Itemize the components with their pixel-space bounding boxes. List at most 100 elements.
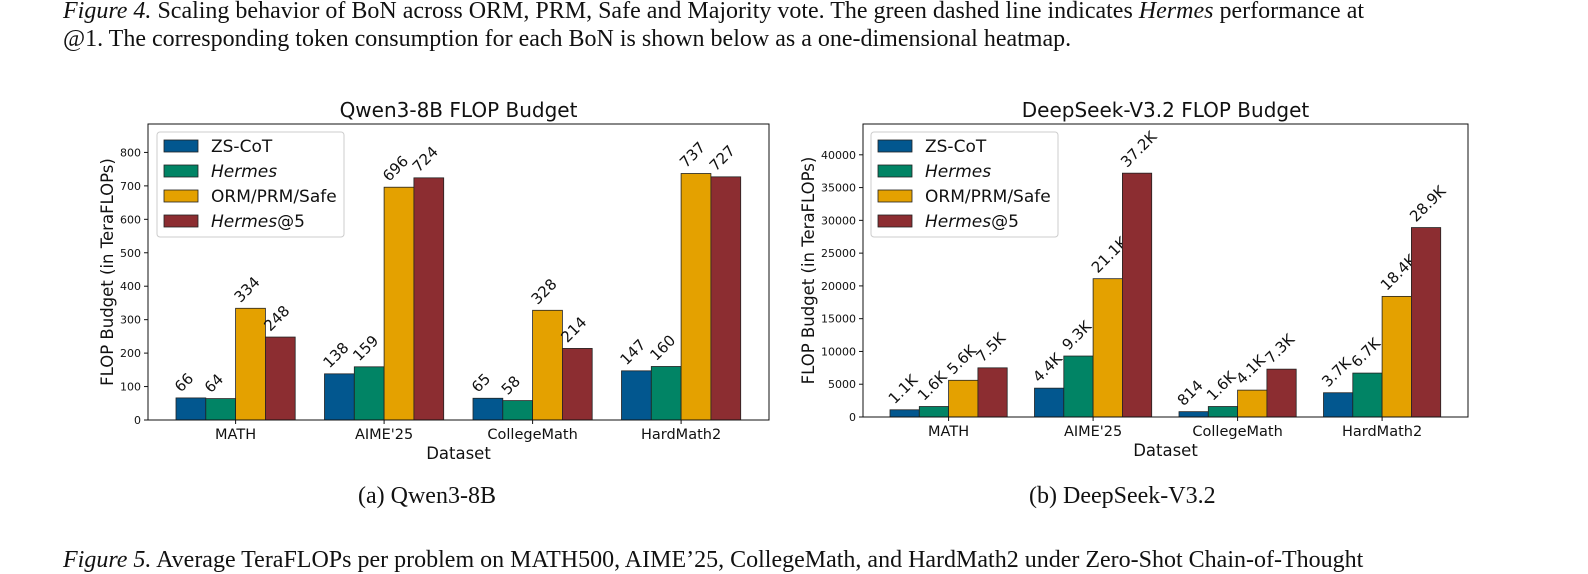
legend-box — [870, 131, 1059, 238]
data-label: 58 — [498, 372, 524, 398]
legend-name: Hermes — [925, 162, 991, 182]
bar-orm-prm-safe-hardmath2 — [680, 173, 712, 421]
legend-swatch-hermes — [163, 164, 199, 178]
data-label: 334 — [231, 273, 264, 306]
bar-hermes-hardmath2 — [650, 366, 682, 421]
x-tick-label: AIME'25 — [355, 427, 413, 443]
bar-hermes-aime-25 — [1063, 355, 1094, 418]
subfigure-a-caption: (a) Qwen3-8B — [358, 483, 496, 509]
data-label: 160 — [646, 331, 679, 364]
bar-orm-prm-safe-collegemath — [532, 309, 563, 421]
y-tick-label: 20000 — [821, 280, 856, 293]
data-label: 65 — [468, 370, 494, 396]
bar-orm-prm-safe-math — [235, 307, 266, 421]
y-axis-label: FLOP Budget (in TeraFLOPs) — [98, 158, 117, 386]
bar-orm-prm-safe-aime-25 — [1092, 278, 1123, 418]
bar-hermes-5-math — [264, 336, 296, 421]
bar-zs-cot-aime-25 — [1034, 387, 1065, 418]
legend-label-orm-prm-safe: ORM/PRM/Safe — [925, 187, 1051, 207]
x-tick-label: CollegeMath — [1192, 424, 1282, 440]
bar-orm-prm-safe-hardmath2 — [1381, 295, 1412, 418]
y-tick-label: 10000 — [821, 345, 856, 358]
y-tick-label: 40000 — [821, 149, 856, 162]
legend-name: ZS-CoT — [211, 137, 273, 157]
y-tick-label: 25000 — [821, 247, 856, 260]
data-label: 138 — [320, 339, 353, 372]
chart-deepseek-v3-2: DeepSeek-V3.2 FLOP Budget 0 5000 10000 15000… — [799, 98, 1469, 460]
bar-zs-cot-aime-25 — [324, 373, 355, 421]
bar-hermes-math — [205, 398, 237, 421]
legend-swatch-hermes — [877, 164, 913, 178]
bar-hermes-aime-25 — [353, 366, 385, 421]
data-label: 737 — [676, 138, 709, 171]
data-label: 814 — [1174, 377, 1207, 410]
data-label: 7.3K — [1262, 330, 1299, 367]
y-axis-label: FLOP Budget (in TeraFLOPs) — [799, 157, 818, 385]
data-label: 328 — [528, 275, 561, 308]
legend-swatch-zs-cot — [163, 139, 199, 153]
figure-4-text-b: performance at — [1213, 0, 1365, 24]
legend-label-hermes: Hermes — [211, 162, 277, 182]
legend-label-hermes-5: Hermes@5 — [925, 212, 1019, 232]
legend: ZS-CoT Hermes ORM/PRM/Safe Hermes@5 — [870, 131, 1059, 238]
figure-4-text-a: Scaling behavior of BoN across ORM, PRM,… — [151, 0, 1139, 24]
bar-hermes-5-aime-25 — [1122, 172, 1153, 418]
y-tick-label: 5000 — [828, 378, 856, 391]
legend-label-zs-cot: ZS-CoT — [211, 137, 273, 157]
data-label: 159 — [349, 332, 382, 365]
y-tick-label: 0 — [849, 411, 856, 424]
plot-frame — [147, 123, 770, 421]
y-tick-label: 500 — [120, 247, 141, 260]
data-label: 28.9K — [1406, 181, 1450, 225]
figure-5-label: Figure 5. — [63, 547, 152, 573]
x-tick-label: MATH — [215, 427, 256, 443]
y-tick-label: 35000 — [821, 182, 856, 195]
bar-hermes-5-collegemath — [562, 348, 593, 421]
data-label: 9.3K — [1059, 316, 1096, 353]
bar-hermes-math — [918, 406, 949, 418]
bar-zs-cot-math — [889, 409, 920, 418]
bar-hermes-5-hardmath2 — [1411, 227, 1442, 418]
legend-name: ZS-CoT — [925, 137, 987, 157]
figure-4-caption: Figure 4. Scaling behavior of BoN across… — [63, 0, 1543, 53]
data-label: 4.4K — [1029, 349, 1066, 386]
data-label: 147 — [617, 336, 650, 369]
legend-label-hermes: Hermes — [925, 162, 991, 182]
legend-label-zs-cot: ZS-CoT — [925, 137, 987, 157]
bar-hermes-5-math — [977, 367, 1008, 418]
bar-orm-prm-safe-collegemath — [1237, 389, 1268, 418]
bar-orm-prm-safe-aime-25 — [383, 186, 415, 421]
figure-4-caption-line-1: Figure 4. Scaling behavior of BoN across… — [63, 0, 1543, 25]
data-label: 37.2K — [1117, 127, 1161, 171]
x-tick-label: AIME'25 — [1064, 424, 1122, 440]
legend-name: ORM/PRM/Safe — [925, 187, 1051, 207]
figure-4-label: Figure 4. — [63, 0, 152, 24]
legend-box — [156, 131, 345, 238]
y-tick-label: 700 — [120, 180, 141, 193]
legend-suffix: @5 — [991, 212, 1019, 232]
bar-hermes-5-aime-25 — [413, 177, 445, 421]
legend-swatch-hermes-5 — [877, 214, 913, 228]
data-label: 727 — [706, 142, 739, 175]
bar-orm-prm-safe-math — [948, 379, 979, 418]
bar-zs-cot-hardmath2 — [621, 370, 652, 421]
chart-title: Qwen3-8B FLOP Budget — [340, 98, 578, 122]
bar-zs-cot-collegemath — [472, 397, 504, 421]
chart-qwen3-8b: Qwen3-8B FLOP Budget 0 100 200 300 400 500 600 7… — [98, 98, 770, 463]
legend-name: Hermes — [211, 212, 277, 232]
figure-5-caption: Figure 5. Average TeraFLOPs per problem … — [63, 546, 1543, 574]
bar-hermes-collegemath — [502, 400, 533, 421]
data-label: 5.6K — [943, 341, 980, 378]
legend-swatch-orm-prm-safe — [877, 189, 913, 203]
legend-name: Hermes — [211, 162, 277, 182]
y-tick-label: 15000 — [821, 313, 856, 326]
data-label: 7.5K — [973, 328, 1010, 365]
legend-suffix: @5 — [277, 212, 305, 232]
figure-4-caption-line-2: @1. The corresponding token consumption … — [63, 26, 1072, 52]
bar-zs-cot-hardmath2 — [1323, 392, 1354, 418]
y-tick-label: 400 — [120, 280, 141, 293]
y-tick-label: 600 — [120, 213, 141, 226]
legend-swatch-hermes-5 — [163, 214, 199, 228]
